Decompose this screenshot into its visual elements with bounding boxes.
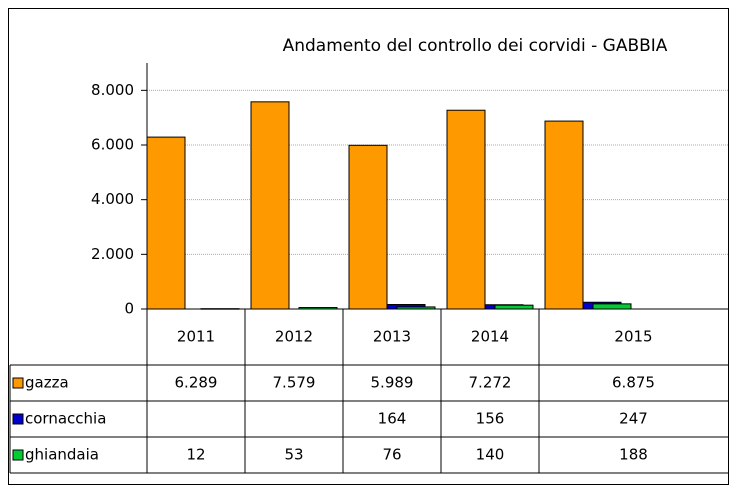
legend-label: gazza (25, 374, 69, 392)
bar (348, 144, 388, 310)
table-cell: 5.989 (371, 374, 414, 392)
legend-swatch (12, 377, 24, 389)
table-cell: 156 (476, 410, 505, 428)
table-cell: 7.579 (273, 374, 316, 392)
legend-swatch (12, 449, 24, 461)
legend-swatch (12, 413, 24, 425)
y-tick-label: 2.000 (91, 245, 134, 263)
x-tick-label: 2012 (275, 328, 313, 346)
table-cell: 6.289 (175, 374, 218, 392)
bar (446, 109, 486, 310)
table-cell: 164 (378, 410, 407, 428)
bar (544, 120, 584, 310)
bar (494, 304, 534, 310)
x-tick-label: 2013 (373, 328, 411, 346)
x-tick-label: 2015 (614, 328, 652, 346)
table-cell: 140 (476, 446, 505, 464)
bar (146, 136, 186, 310)
chart-title: Andamento del controllo dei corvidi - GA… (283, 36, 668, 56)
x-tick-label: 2014 (471, 328, 509, 346)
y-tick-label: 4.000 (91, 190, 134, 208)
y-tick-label: 6.000 (91, 136, 134, 154)
table-cell: 12 (186, 446, 205, 464)
table-cell: 76 (382, 446, 401, 464)
bar (592, 303, 632, 310)
legend-label: ghiandaia (25, 446, 99, 464)
table-cell: 6.875 (612, 374, 655, 392)
bar (250, 101, 290, 310)
x-tick-label: 2011 (177, 328, 215, 346)
y-tick-label: 8.000 (91, 81, 134, 99)
table-cell: 7.272 (469, 374, 512, 392)
table-cell: 53 (284, 446, 303, 464)
table-cell: 188 (619, 446, 648, 464)
table-cell: 247 (619, 410, 648, 428)
y-tick-label: 0 (124, 300, 134, 318)
legend-label: cornacchia (25, 410, 106, 428)
